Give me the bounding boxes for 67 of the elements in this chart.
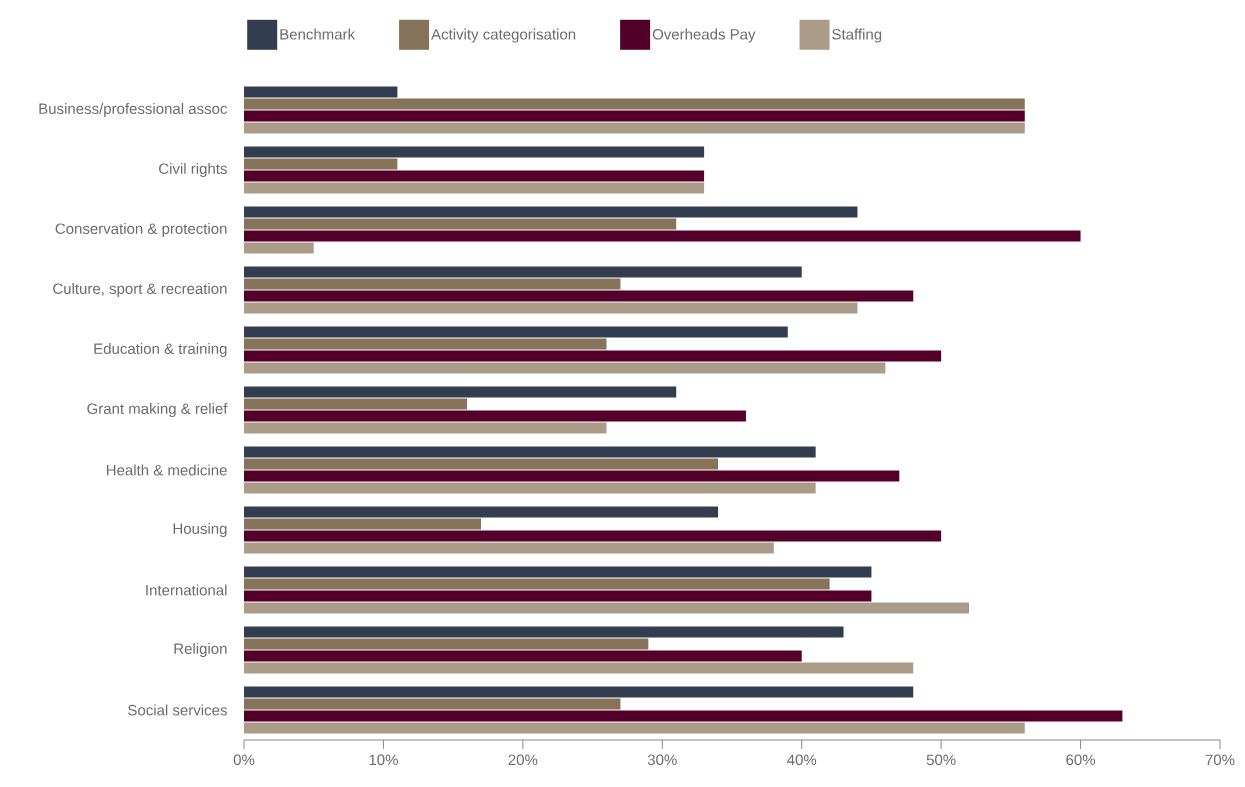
bar [244,218,677,230]
bar [244,230,1081,242]
x-tick-label: 20% [508,754,538,766]
y-tick-label: Civil rights [159,163,227,177]
bar [244,626,844,638]
x-tick-label: 30% [647,754,677,766]
bar [244,482,816,494]
bar [244,638,649,650]
bar [244,518,482,530]
bar [244,602,970,614]
bar [244,698,621,710]
bar [244,242,314,254]
x-tick-label: 10% [369,754,398,766]
bar [244,662,914,674]
bar [244,566,872,578]
y-tick-label: Religion [174,643,227,657]
bar [244,86,398,98]
bar [244,446,816,458]
bar [244,278,621,290]
y-tick-label: Education & training [94,343,227,357]
x-tick-label: 70% [1205,754,1235,766]
bar [244,158,398,170]
bar [244,266,802,278]
y-tick-label: Social services [128,704,227,716]
bar [244,722,1025,734]
bar [244,206,858,218]
legend-label: Staffing [832,28,882,43]
bar [244,686,914,698]
bar [244,170,705,182]
bar [244,302,858,314]
bar [244,578,830,590]
bar [244,506,719,518]
y-tick-label: Business/professional assoc [39,103,228,117]
x-tick-label: 0% [233,754,255,766]
bar [244,398,468,410]
bar [244,362,886,374]
bar [244,590,872,602]
bar [244,98,1025,110]
bar [244,326,788,338]
x-tick-label: 50% [926,754,956,766]
bar [244,338,607,350]
bar [244,290,914,302]
y-tick-label: Conservation & protection [55,223,227,237]
bar [244,470,900,482]
y-tick-label: Health & medicine [106,464,227,476]
x-tick-label: 60% [1066,754,1096,766]
bar [244,650,802,662]
legend-label: Overheads Pay [652,28,756,43]
bar [244,110,1025,122]
bar [244,410,746,422]
y-tick-label: Housing [173,523,227,537]
legend-label: Activity categorisation [431,28,576,43]
bar [244,350,942,362]
bar [244,422,607,434]
y-tick-label: Culture, sport & recreation [53,283,227,297]
bar [244,386,677,398]
x-tick-label: 40% [787,754,817,766]
bar [244,122,1025,134]
bar [244,542,774,554]
bar [244,146,705,158]
legend-label: Benchmark [280,28,356,40]
bar [244,710,1123,722]
bar [244,458,719,470]
bar [244,530,942,542]
y-tick-label: Grant making & relief [87,403,228,417]
bar [244,182,705,194]
y-tick-label: International [146,584,227,596]
